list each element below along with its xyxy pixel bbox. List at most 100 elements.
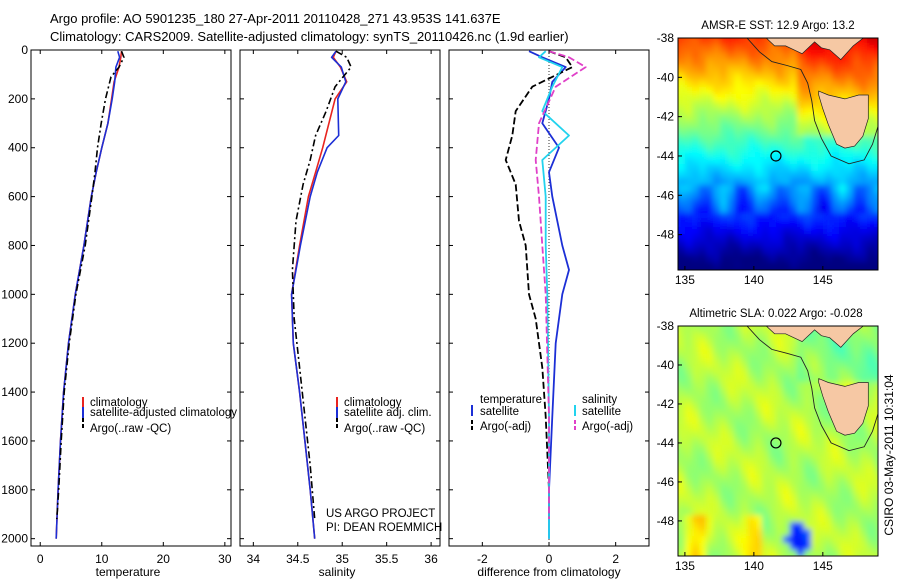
map-cell [860, 234, 868, 242]
map-cell [706, 108, 714, 116]
map-cell [853, 557, 861, 565]
map-cell [776, 424, 784, 432]
map-cell [818, 150, 826, 158]
map-y-tick-label: -42 [657, 110, 675, 124]
map-cell [678, 403, 686, 411]
map-cell [818, 45, 826, 53]
map-cell [755, 87, 763, 95]
map-cell [818, 466, 826, 474]
map-cell [727, 241, 735, 249]
map-cell [797, 466, 805, 474]
map-cell [811, 354, 819, 362]
map-cell [867, 501, 875, 509]
map-cell [825, 171, 833, 179]
map-cell [867, 333, 875, 341]
map-cell [678, 52, 686, 60]
map-cell [685, 220, 693, 228]
map-cell [860, 333, 868, 341]
x-tick-label: 35 [336, 552, 350, 566]
map-cell [881, 122, 889, 130]
map-cell [720, 333, 728, 341]
map-cell [846, 157, 854, 165]
map-cell [748, 206, 756, 214]
map-cell [818, 178, 826, 186]
map-cell [692, 487, 700, 495]
map-cell [818, 143, 826, 151]
map-cell [797, 375, 805, 383]
map-cell [804, 66, 812, 74]
map-cell [804, 157, 812, 165]
map-cell [797, 340, 805, 348]
map-y-tick-label: -44 [657, 436, 675, 450]
map-cell [755, 508, 763, 516]
map-cell [706, 178, 714, 186]
map-cell [713, 213, 721, 221]
map-cell [692, 143, 700, 151]
map-cell [755, 150, 763, 158]
map-cell [713, 52, 721, 60]
map-cell [797, 185, 805, 193]
map-cell [790, 157, 798, 165]
map-cell [706, 375, 714, 383]
map-cell [720, 248, 728, 256]
map-cell [748, 73, 756, 81]
map-cell [699, 234, 707, 242]
series-line-difference-1 [504, 50, 574, 520]
salinity-xlabel: salinity [319, 565, 356, 579]
map-cell [706, 354, 714, 362]
map-cell [818, 122, 826, 130]
map-cell [811, 515, 819, 523]
map-cell [769, 536, 777, 544]
map-cell [818, 241, 826, 249]
map-cell [734, 150, 742, 158]
map-cell [853, 431, 861, 439]
map-cell [727, 101, 735, 109]
map-cell [804, 438, 812, 446]
map-cell [713, 178, 721, 186]
map-cell [867, 473, 875, 481]
map-cell [692, 185, 700, 193]
legend-sal-argo: Argo(-adj) [582, 421, 633, 433]
map-cell [818, 157, 826, 165]
map-cell [867, 220, 875, 228]
map-cell [727, 94, 735, 102]
map-cell [860, 38, 868, 39]
map-cell [762, 354, 770, 362]
map-cell [811, 473, 819, 481]
map-cell [678, 192, 686, 200]
map-cell [797, 262, 805, 270]
map-cell [678, 494, 686, 502]
map-cell [867, 536, 875, 544]
map-cell [769, 199, 777, 207]
map-cell [776, 557, 784, 565]
map-cell [692, 199, 700, 207]
map-cell [860, 431, 868, 439]
map-cell [706, 340, 714, 348]
map-cell [762, 368, 770, 376]
map-cell [748, 382, 756, 390]
map-cell [720, 59, 728, 67]
map-cell [720, 108, 728, 116]
map-cell [776, 129, 784, 137]
map-cell [678, 59, 686, 67]
map-cell [860, 213, 868, 221]
temperature-profile-panel: 0 10 20 30020040060080010001200140016001800… [1, 43, 237, 579]
map-cell [881, 276, 889, 284]
map-cell [678, 234, 686, 242]
map-cell [825, 515, 833, 523]
map-cell [762, 171, 770, 179]
map-cell [853, 45, 861, 53]
map-cell [727, 368, 735, 376]
map-cell [839, 347, 847, 355]
map-cell [783, 276, 791, 284]
map-cell [741, 199, 749, 207]
map-cell [874, 248, 878, 256]
map-cell [776, 473, 784, 481]
map-cell [741, 389, 749, 397]
map-cell [685, 227, 693, 235]
map-cell [853, 262, 861, 270]
map-cell [699, 199, 707, 207]
map-cell [769, 45, 777, 53]
map-cell [881, 31, 889, 39]
map-cell [769, 529, 777, 537]
